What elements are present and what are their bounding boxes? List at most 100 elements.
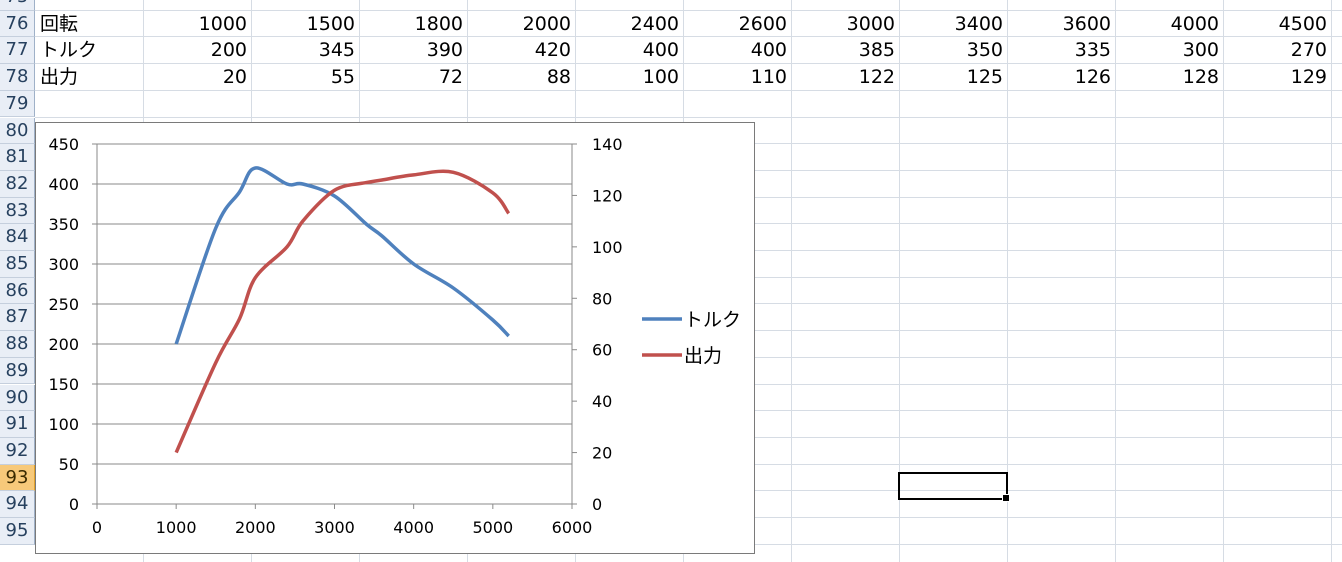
cell-value[interactable]: 1500 <box>306 12 355 35</box>
cell-value[interactable]: 300 <box>1182 39 1219 62</box>
x-axis-tick-label: 4000 <box>393 518 434 537</box>
right-axis-tick-label: 80 <box>592 289 612 308</box>
row-gridline <box>35 9 1342 11</box>
row-header-77[interactable]: 77 <box>0 37 35 65</box>
cell-value[interactable]: 420 <box>534 39 571 62</box>
row-header-89[interactable]: 89 <box>0 357 35 385</box>
left-axis-tick-label: 200 <box>48 335 79 354</box>
right-axis-tick-label: 0 <box>592 495 602 514</box>
left-axis-tick-label: 400 <box>48 175 79 194</box>
right-axis-tick-label: 60 <box>592 341 612 360</box>
legend-label: 出力 <box>684 345 722 367</box>
left-axis-tick-label: 350 <box>48 215 79 234</box>
left-axis-tick-label: 0 <box>69 495 79 514</box>
series-line-2 <box>174 169 511 454</box>
x-axis-tick-label: 1000 <box>156 518 197 537</box>
x-axis-tick-label: 0 <box>92 518 102 537</box>
cell-label[interactable]: トルク <box>40 39 98 62</box>
right-axis-tick-label: 140 <box>592 135 623 154</box>
row-gridline <box>35 63 1342 65</box>
cell-value[interactable]: 385 <box>858 39 895 62</box>
fill-handle[interactable] <box>1002 494 1010 502</box>
row-header-93[interactable]: 93 <box>0 464 35 492</box>
cell-value[interactable]: 3600 <box>1062 12 1111 35</box>
cell-value[interactable]: 335 <box>1074 39 1111 62</box>
row-header-79[interactable]: 79 <box>0 90 35 118</box>
cell-value[interactable]: 400 <box>750 39 787 62</box>
cell-value[interactable]: 1000 <box>198 12 247 35</box>
row-header-78[interactable]: 78 <box>0 64 35 91</box>
column-gridline <box>791 0 792 562</box>
cell-value[interactable]: 345 <box>318 39 355 62</box>
cell-value[interactable]: 2400 <box>630 12 679 35</box>
cell-value[interactable]: 390 <box>426 39 463 62</box>
cell-value[interactable]: 4500 <box>1278 12 1327 35</box>
row-header-88[interactable]: 88 <box>0 331 35 358</box>
cell-value[interactable]: 88 <box>546 66 571 89</box>
row-gridline <box>35 36 1342 38</box>
column-gridline <box>1331 0 1332 562</box>
row-header-84[interactable]: 84 <box>0 224 35 251</box>
column-gridline <box>1115 0 1116 562</box>
row-header-76[interactable]: 76 <box>0 10 35 38</box>
row-header-86[interactable]: 86 <box>0 277 35 305</box>
cell-value[interactable]: 110 <box>750 66 787 89</box>
cell-value[interactable]: 100 <box>642 66 679 89</box>
cell-value[interactable]: 128 <box>1182 66 1219 89</box>
cell-value[interactable]: 126 <box>1074 66 1111 89</box>
x-axis-tick-label: 2000 <box>235 518 276 537</box>
left-axis-tick-label: 150 <box>48 375 79 394</box>
chart-svg: 0 50 100 150 200 250 300 350 400 450 0 20 40 60 80 100 1… <box>48 135 741 537</box>
row-header-87[interactable]: 87 <box>0 304 35 332</box>
cell-value[interactable]: 350 <box>966 39 1003 62</box>
cell-value[interactable]: 122 <box>858 66 895 89</box>
right-axis-tick-label: 120 <box>592 186 623 205</box>
row-header-80[interactable]: 80 <box>0 117 35 145</box>
cell-value[interactable]: 400 <box>642 39 679 62</box>
cell-value[interactable]: 4000 <box>1170 12 1219 35</box>
row-header-75[interactable]: 75 <box>0 0 35 11</box>
right-axis-tick-label: 20 <box>592 444 612 463</box>
column-gridline <box>899 0 900 562</box>
row-header-85[interactable]: 85 <box>0 251 35 278</box>
cell-value[interactable]: 270 <box>1290 39 1327 62</box>
row-header-82[interactable]: 82 <box>0 170 35 198</box>
cell-value[interactable]: 125 <box>966 66 1003 89</box>
cell-value[interactable]: 55 <box>330 66 355 89</box>
column-gridline <box>1007 0 1008 562</box>
cell-value[interactable]: 3000 <box>846 12 895 35</box>
left-axis-tick-label: 300 <box>48 255 79 274</box>
row-header-92[interactable]: 92 <box>0 437 35 465</box>
cell-label[interactable]: 回転 <box>40 12 79 35</box>
left-axis-tick-label: 50 <box>59 455 79 474</box>
cell-value[interactable]: 3400 <box>954 12 1003 35</box>
cell-value[interactable]: 2600 <box>738 12 787 35</box>
cell-value[interactable]: 72 <box>438 66 463 89</box>
x-axis-tick-label: 6000 <box>552 518 593 537</box>
cell-value[interactable]: 2000 <box>522 12 571 35</box>
legend-label: トルク <box>684 309 741 331</box>
row-header-90[interactable]: 90 <box>0 384 35 412</box>
row-gridline <box>35 89 1342 91</box>
column-gridline <box>1223 0 1224 562</box>
row-header-83[interactable]: 83 <box>0 197 35 225</box>
row-gridline <box>35 116 1342 118</box>
row-header-94[interactable]: 94 <box>0 491 35 518</box>
left-axis-tick-label: 250 <box>48 295 79 314</box>
right-axis-tick-label: 100 <box>592 238 623 257</box>
left-axis-tick-label: 100 <box>48 415 79 434</box>
left-axis-tick-label: 450 <box>48 135 79 154</box>
cell-value[interactable]: 200 <box>210 39 247 62</box>
cell-value[interactable]: 129 <box>1290 66 1327 89</box>
selected-cell[interactable] <box>898 472 1010 502</box>
cell-value[interactable]: 20 <box>222 66 247 89</box>
row-header-91[interactable]: 91 <box>0 411 35 438</box>
x-axis-tick-label: 5000 <box>472 518 513 537</box>
row-header-81[interactable]: 81 <box>0 144 35 171</box>
row-header-95[interactable]: 95 <box>0 518 35 545</box>
combo-line-chart[interactable]: 0 50 100 150 200 250 300 350 400 450 0 20 40 60 80 100 1… <box>35 122 755 554</box>
x-axis-tick-label: 3000 <box>314 518 355 537</box>
cell-label[interactable]: 出力 <box>40 66 79 89</box>
cell-value[interactable]: 1800 <box>414 12 463 35</box>
